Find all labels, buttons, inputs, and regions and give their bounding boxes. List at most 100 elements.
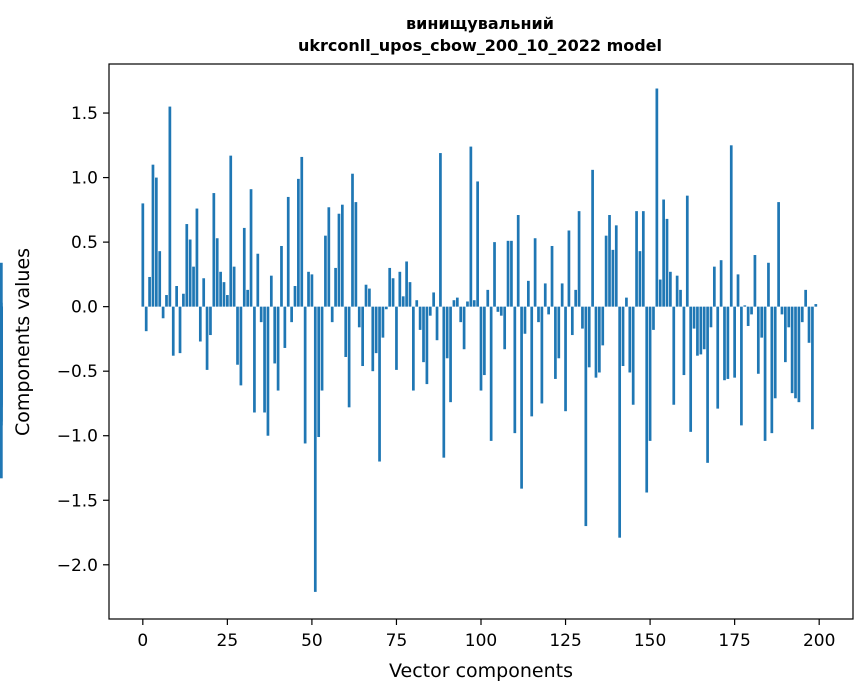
x-tick-label: 75 bbox=[386, 631, 408, 651]
bar bbox=[628, 306, 632, 373]
x-tick-label: 0 bbox=[137, 631, 148, 651]
bar bbox=[222, 282, 226, 307]
bar bbox=[797, 306, 801, 403]
bar bbox=[297, 178, 300, 307]
bar bbox=[391, 278, 395, 307]
bar bbox=[307, 271, 310, 307]
bar bbox=[188, 239, 192, 307]
bar bbox=[405, 261, 408, 307]
bar bbox=[276, 306, 280, 391]
bar bbox=[368, 288, 371, 307]
bar bbox=[601, 306, 605, 346]
bar bbox=[378, 306, 381, 462]
bar bbox=[435, 306, 439, 341]
bar bbox=[198, 306, 202, 342]
bar bbox=[280, 245, 283, 307]
bar bbox=[185, 224, 189, 307]
bar bbox=[466, 301, 469, 307]
bar bbox=[537, 306, 540, 323]
y-tick-label: 1.0 bbox=[71, 169, 98, 189]
x-tick-label: 125 bbox=[549, 631, 581, 651]
bar bbox=[432, 292, 436, 307]
y-axis-ticks: −2.0 −1.5 −1.0 −0.5 0.0 0.5 1.0 1.5 bbox=[57, 104, 109, 576]
y-tick-label: −1.5 bbox=[57, 491, 98, 511]
bar bbox=[371, 306, 375, 372]
bar bbox=[479, 306, 483, 391]
bar bbox=[513, 306, 517, 434]
bar bbox=[543, 283, 547, 307]
bar bbox=[503, 306, 507, 350]
x-tick-label: 200 bbox=[803, 631, 835, 651]
bar bbox=[415, 300, 419, 307]
bar bbox=[472, 300, 476, 307]
bar bbox=[347, 306, 351, 408]
bar bbox=[611, 249, 615, 307]
bar bbox=[151, 164, 155, 307]
bar bbox=[158, 251, 162, 307]
bar bbox=[652, 306, 655, 330]
bar bbox=[567, 230, 571, 307]
bar bbox=[740, 306, 743, 426]
bar bbox=[790, 306, 794, 394]
bar bbox=[499, 306, 503, 316]
bar bbox=[540, 306, 544, 404]
bar bbox=[773, 306, 777, 399]
bar bbox=[621, 306, 625, 367]
y-tick-label: −0.5 bbox=[57, 362, 98, 382]
bar bbox=[293, 286, 297, 307]
bar bbox=[574, 289, 578, 307]
bar bbox=[591, 169, 594, 307]
bar bbox=[746, 306, 750, 327]
bar bbox=[459, 306, 463, 323]
bar bbox=[317, 306, 321, 438]
bar bbox=[641, 211, 645, 307]
y-tick-label: 0.0 bbox=[71, 298, 98, 318]
bar bbox=[303, 306, 307, 444]
bar bbox=[614, 225, 618, 307]
bar bbox=[679, 289, 682, 307]
bar bbox=[777, 202, 780, 307]
bars-group bbox=[0, 88, 818, 592]
bar bbox=[733, 306, 736, 378]
bar bbox=[645, 306, 649, 493]
x-tick-label: 25 bbox=[217, 631, 239, 651]
bar bbox=[313, 306, 317, 592]
bar bbox=[760, 306, 764, 338]
bar bbox=[428, 306, 432, 316]
bar bbox=[581, 306, 584, 329]
bar bbox=[770, 306, 774, 434]
bar bbox=[351, 173, 354, 307]
bar bbox=[526, 280, 530, 307]
bar bbox=[530, 306, 534, 417]
bar bbox=[557, 306, 561, 359]
bar bbox=[418, 306, 422, 330]
bar bbox=[334, 267, 337, 307]
bar bbox=[232, 266, 236, 307]
bar bbox=[249, 189, 253, 307]
bar bbox=[706, 306, 709, 463]
bar bbox=[364, 284, 368, 307]
bar bbox=[489, 306, 493, 441]
bar bbox=[608, 215, 611, 307]
bar bbox=[286, 196, 290, 307]
bar bbox=[689, 306, 693, 432]
x-tick-label: 50 bbox=[301, 631, 323, 651]
bar bbox=[743, 305, 747, 307]
bar bbox=[253, 306, 256, 413]
bar bbox=[340, 204, 344, 307]
bar bbox=[381, 306, 385, 338]
bar bbox=[483, 306, 486, 376]
bar bbox=[337, 213, 341, 307]
bar bbox=[361, 306, 364, 367]
bar bbox=[449, 306, 452, 403]
bar bbox=[452, 300, 456, 307]
bar bbox=[226, 295, 229, 307]
bar bbox=[550, 245, 554, 307]
bar bbox=[682, 306, 686, 376]
bar bbox=[702, 306, 706, 350]
bar bbox=[300, 156, 304, 307]
bar bbox=[712, 266, 716, 307]
bar bbox=[141, 203, 145, 307]
bar bbox=[195, 208, 199, 307]
